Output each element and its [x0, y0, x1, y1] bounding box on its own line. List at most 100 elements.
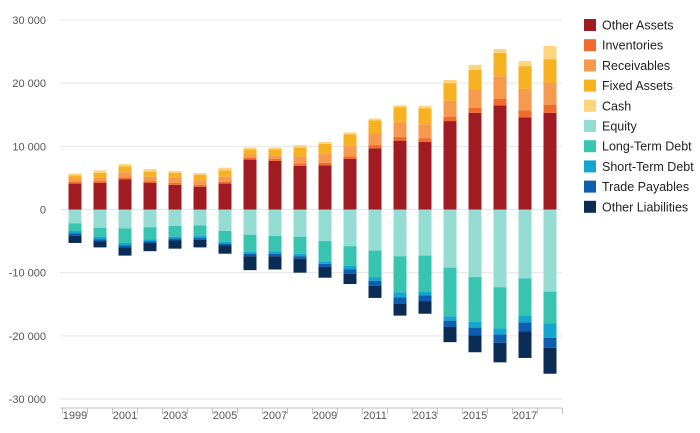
- y-tick-label: 0: [40, 205, 46, 217]
- bar-segment: [518, 110, 532, 118]
- bar-segment: [293, 258, 307, 273]
- bar-stack: [243, 147, 257, 271]
- legend-label: Fixed Assets: [602, 79, 673, 93]
- bar-segment: [193, 180, 207, 185]
- bar-segment: [393, 140, 407, 210]
- bar-segment: [143, 227, 157, 240]
- bar-stack: [543, 45, 557, 374]
- bar-segment: [68, 236, 82, 243]
- legend-item: Receivables: [584, 59, 670, 73]
- bar-segment: [443, 267, 457, 317]
- legend-swatch: [584, 19, 596, 31]
- bar-segment: [318, 241, 332, 262]
- bar-segment: [418, 255, 432, 292]
- bar-segment: [68, 183, 82, 210]
- legend-item: Long-Term Debt: [584, 140, 692, 154]
- bar-segment: [493, 76, 507, 99]
- bar-segment: [468, 327, 482, 336]
- bar-segment: [543, 323, 557, 338]
- bar-segment: [68, 223, 82, 231]
- bar-segment: [68, 230, 82, 234]
- bar-segment: [218, 230, 232, 242]
- bar-segment: [493, 328, 507, 335]
- bar-stack: [318, 141, 332, 278]
- bar-segment: [343, 158, 357, 210]
- bar-segment: [193, 209, 207, 226]
- bar-segment: [318, 143, 332, 154]
- bar-segment: [68, 178, 82, 182]
- legend-item: Equity: [584, 120, 637, 134]
- bar-segment: [393, 256, 407, 293]
- bar-segment: [93, 181, 107, 183]
- bar-segment: [443, 320, 457, 327]
- bar-segment: [193, 174, 207, 181]
- bar-segment: [268, 236, 282, 252]
- bar-segment: [493, 209, 507, 288]
- bar-segment: [518, 278, 532, 316]
- x-tick-label: 2001: [113, 410, 137, 422]
- bar-segment: [168, 172, 182, 178]
- bar-segment: [393, 209, 407, 257]
- bar-segment: [443, 209, 457, 268]
- bar-segment: [118, 245, 132, 248]
- bar-segment: [268, 209, 282, 237]
- bar-segment: [118, 177, 132, 180]
- bar-segment: [393, 297, 407, 304]
- bar-segment: [168, 236, 182, 239]
- bar-segment: [243, 209, 257, 235]
- bar-segment: [443, 326, 457, 343]
- legend-label: Inventories: [602, 39, 663, 53]
- legend-label: Cash: [602, 99, 631, 113]
- bar-segment: [93, 182, 107, 210]
- legend-label: Equity: [602, 120, 637, 134]
- bar-stack: [368, 118, 382, 298]
- legend-item: Short-Term Debt: [584, 160, 694, 174]
- bar-segment: [93, 241, 107, 248]
- bar-segment: [243, 256, 257, 271]
- x-tick-label: 2017: [513, 410, 537, 422]
- x-tick-label: 2013: [413, 410, 437, 422]
- bar-segment: [393, 292, 407, 298]
- bar-segment: [218, 170, 232, 177]
- bar-segment: [268, 158, 282, 161]
- bar-segment: [393, 105, 407, 108]
- bar-segment: [418, 108, 432, 125]
- bar-segment: [118, 179, 132, 210]
- bar-segment: [293, 145, 307, 148]
- bar-segment: [343, 273, 357, 285]
- legend-swatch: [584, 160, 596, 173]
- bar-segment: [243, 157, 257, 160]
- bar-segment: [218, 167, 232, 171]
- bar-stack: [143, 169, 157, 252]
- bar-segment: [293, 253, 307, 257]
- bar-stacks: [68, 45, 557, 374]
- bar-segment: [493, 52, 507, 77]
- bar-segment: [518, 315, 532, 323]
- bar-segment: [68, 175, 82, 179]
- bar-segment: [293, 156, 307, 164]
- legend-swatch: [584, 120, 596, 132]
- bar-segment: [518, 88, 532, 111]
- bar-segment: [443, 116, 457, 122]
- bar-segment: [268, 160, 282, 210]
- bar-segment: [368, 148, 382, 210]
- bar-segment: [218, 245, 232, 254]
- bar-segment: [243, 154, 257, 158]
- bar-segment: [143, 242, 157, 252]
- bar-segment: [93, 227, 107, 237]
- y-tick-label: 10 000: [12, 141, 46, 153]
- bar-segment: [193, 237, 207, 240]
- bar-segment: [493, 105, 507, 210]
- bar-segment: [243, 234, 257, 252]
- bar-segment: [218, 176, 232, 182]
- bar-segment: [543, 82, 557, 105]
- bar-stack: [493, 49, 507, 363]
- bar-segment: [418, 301, 432, 314]
- bar-stack: [118, 164, 132, 256]
- bar-segment: [168, 177, 182, 183]
- bar-segment: [318, 209, 332, 242]
- bar-segment: [318, 266, 332, 278]
- bar-segment: [343, 134, 357, 146]
- bar-segment: [293, 209, 307, 237]
- bar-segment: [318, 165, 332, 210]
